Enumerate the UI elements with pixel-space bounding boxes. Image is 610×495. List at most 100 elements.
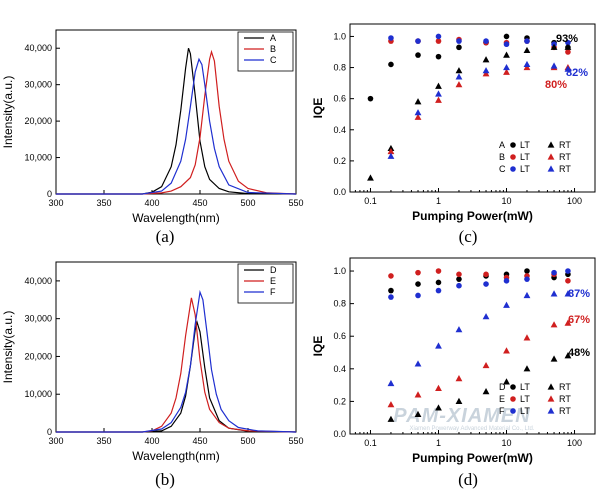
x-axis-title: Pumping Power(mW)	[412, 209, 533, 223]
point-b-lt	[435, 38, 442, 44]
x-tick-label: 550	[288, 436, 303, 446]
point-c-rt	[387, 152, 395, 159]
x-axis-title: Pumping Power(mW)	[412, 451, 533, 465]
legend-triangle-marker	[547, 383, 555, 390]
point-e-rt	[482, 361, 490, 369]
legend-lt-label: LT	[520, 382, 530, 392]
y-tick-label: 0.8	[333, 63, 346, 73]
y-tick-label: 10,000	[24, 153, 52, 163]
point-a-rt	[550, 43, 558, 50]
point-e-lt	[483, 271, 489, 278]
x-axis-title: Wavelength(nm)	[132, 449, 220, 463]
point-a-rt	[435, 82, 442, 89]
x-tick-label: 100	[567, 438, 582, 448]
legend-lt-label: LT	[520, 164, 530, 174]
point-f-rt	[564, 290, 572, 297]
legend-rt-label: RT	[559, 140, 571, 150]
y-tick-label: 40,000	[24, 43, 52, 53]
point-c-rt	[523, 60, 531, 68]
y-tick-label: 0.8	[333, 299, 346, 309]
legend-triangle-marker	[547, 153, 555, 160]
panel-caption: (b)	[155, 470, 175, 489]
legend-row-label: D	[499, 382, 506, 392]
legend-lt-label: LT	[520, 152, 530, 162]
point-d-rt	[564, 352, 572, 359]
point-f-lt	[435, 287, 442, 294]
point-a-lt	[503, 33, 510, 40]
y-tick-label: 30,000	[24, 314, 52, 324]
chart-panel-c: 0.1 1 10 100 0.0 0.2 0.4 0.6 0.8 1.0 Pumping Power…	[311, 23, 596, 246]
legend-lt-label: LT	[520, 406, 530, 416]
panel-caption: (a)	[156, 227, 175, 246]
point-d-lt	[388, 287, 394, 294]
annotation-percent: 93%	[556, 33, 578, 45]
x-tick-label: 400	[144, 198, 159, 208]
legend-rt-label: RT	[559, 394, 571, 404]
annotation-percent: 80%	[545, 79, 567, 91]
y-tick-label: 1.0	[333, 31, 346, 41]
point-a-rt	[503, 51, 510, 58]
point-b-rt	[414, 113, 422, 120]
legend-triangle-marker	[547, 165, 555, 172]
legend-triangle-marker	[547, 141, 555, 148]
plot-frame	[55, 261, 297, 433]
point-c-lt	[524, 38, 530, 44]
point-e-lt	[456, 271, 462, 278]
x-tick-label: 1	[436, 438, 441, 448]
legend-label-E: E	[270, 276, 276, 286]
series-line-A	[56, 48, 297, 195]
x-tick-label: 350	[96, 436, 111, 446]
y-axis-title: IQE	[311, 98, 325, 119]
point-e-rt	[387, 401, 395, 408]
legend-circle-marker	[510, 384, 516, 390]
legend-rt-label: RT	[559, 382, 571, 392]
point-f-rt	[435, 342, 442, 349]
y-tick-label: 20,000	[24, 116, 52, 126]
point-c-lt	[565, 39, 571, 46]
point-c-rt	[482, 67, 490, 74]
legend-label-A: A	[270, 33, 276, 43]
y-tick-label: 0	[47, 427, 52, 437]
point-b-rt	[455, 81, 463, 88]
x-tick-label: 10	[502, 196, 512, 206]
series-line-B	[56, 49, 297, 195]
legend-row-label: E	[499, 394, 505, 404]
point-e-rt	[455, 374, 463, 382]
legend-circle-marker	[510, 142, 516, 148]
legend-rt-label: RT	[559, 164, 571, 174]
point-c-rt	[564, 65, 572, 72]
point-b-rt	[387, 147, 395, 155]
point-d-rt	[387, 415, 395, 422]
x-tick-label: 350	[96, 198, 111, 208]
point-a-rt	[387, 144, 395, 152]
point-c-lt	[456, 38, 462, 44]
point-c-lt	[435, 33, 442, 40]
y-tick-label: 0	[47, 189, 52, 199]
point-e-lt	[435, 268, 442, 274]
legend-circle-marker	[510, 154, 516, 160]
point-a-lt	[415, 52, 421, 58]
x-tick-label: 10	[502, 438, 512, 448]
legend-row-label: B	[499, 152, 505, 162]
point-e-lt	[565, 278, 571, 284]
point-d-lt	[524, 268, 530, 274]
point-f-rt	[482, 313, 490, 320]
point-a-lt	[388, 61, 394, 68]
watermark-text: PAM-XIAMEN	[393, 405, 530, 427]
x-tick-label: 300	[48, 198, 63, 208]
point-e-rt	[523, 334, 531, 341]
legend-circle-marker	[510, 408, 516, 414]
legend-label-D: D	[270, 265, 277, 275]
point-d-rt	[435, 404, 442, 411]
x-axis-title: Wavelength(nm)	[132, 211, 220, 225]
annotation-percent: 87%	[568, 288, 590, 300]
legend-label-C: C	[270, 55, 277, 65]
y-tick-label: 20,000	[24, 351, 52, 361]
point-e-lt	[388, 273, 394, 279]
legend-label-F: F	[270, 287, 276, 297]
point-c-rt	[455, 73, 463, 80]
point-e-rt	[564, 319, 572, 326]
plot-frame	[55, 29, 297, 195]
y-tick-label: 1.0	[333, 266, 346, 276]
x-tick-label: 500	[240, 198, 255, 208]
